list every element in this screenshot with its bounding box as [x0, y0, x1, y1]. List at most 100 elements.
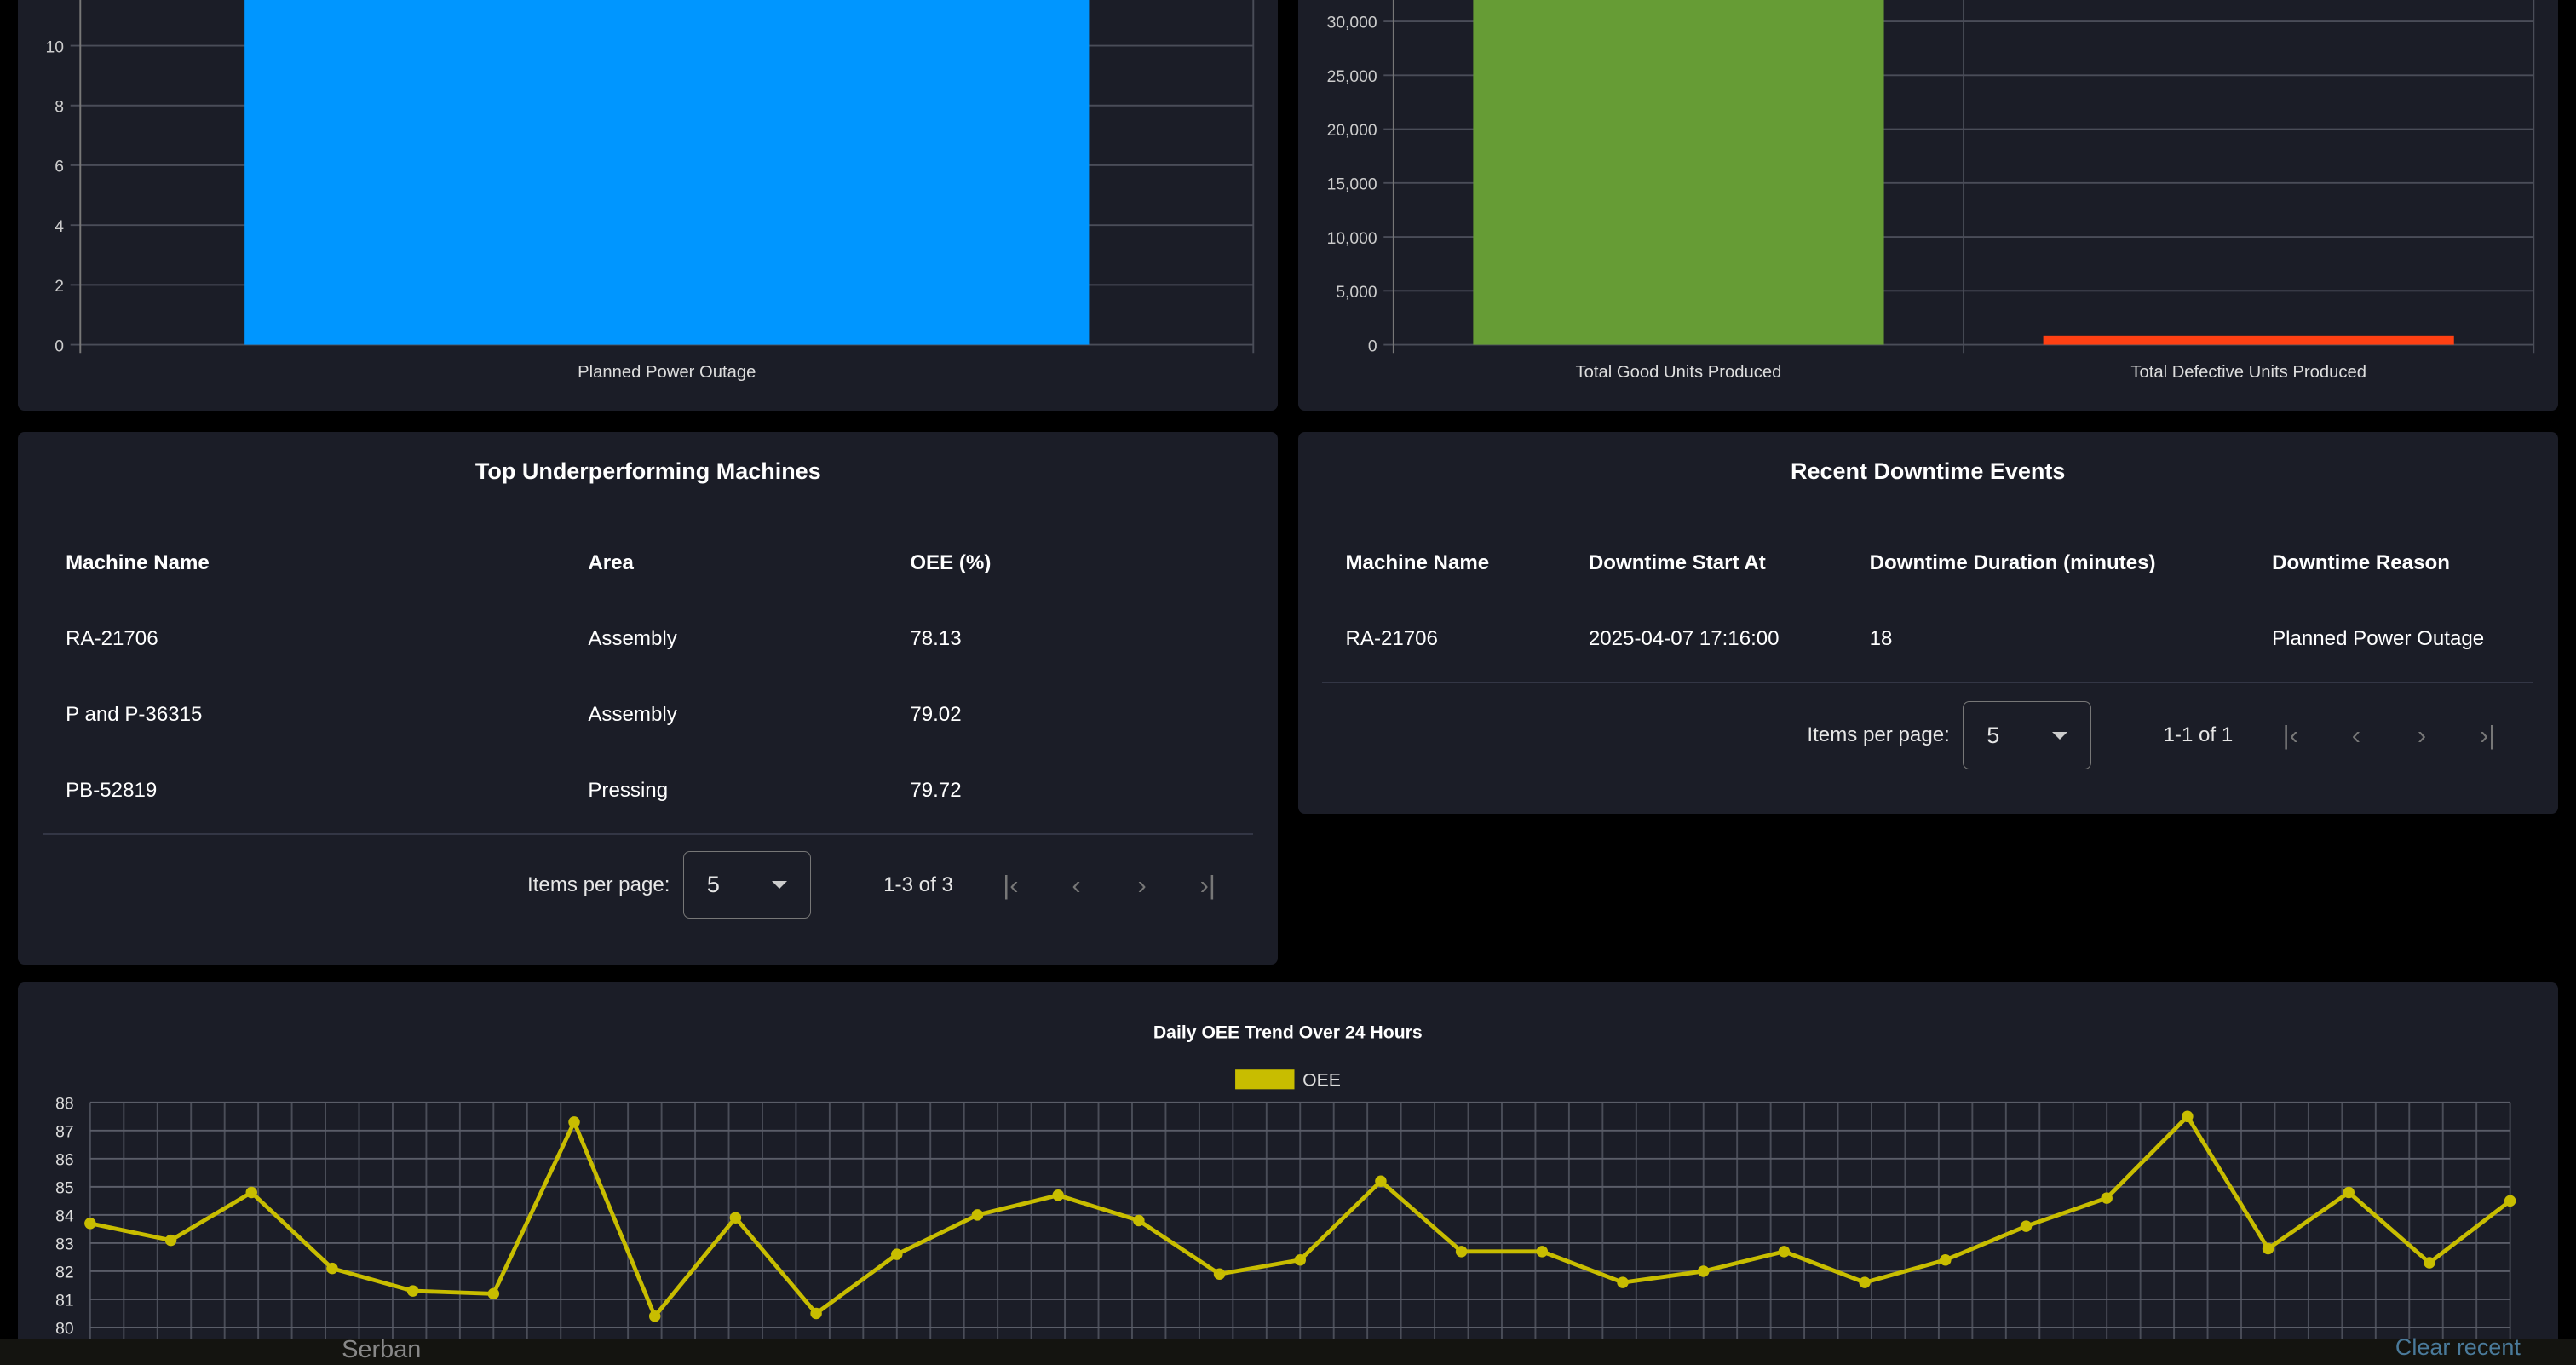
dropdown-caret-icon — [772, 881, 788, 889]
clear-recent-link[interactable]: Clear recent — [2395, 1334, 2521, 1360]
data-point-5 — [487, 1287, 500, 1300]
items-per-page-select[interactable]: 5 — [1963, 701, 2091, 769]
y-tick-label: 88 — [55, 1096, 73, 1114]
y-tick-label: 10 — [46, 39, 64, 57]
bar-0 — [244, 0, 1090, 346]
chart-title: Daily OEE Trend Over 24 Hours — [1153, 1023, 1423, 1043]
select-value: 5 — [706, 872, 720, 898]
y-tick-label: 0 — [1367, 338, 1377, 356]
data-point-29 — [2424, 1257, 2435, 1270]
last-page-icon[interactable]: ›| — [1199, 869, 1216, 900]
data-point-10 — [891, 1248, 903, 1261]
table-row: P and P-36315 Assembly 79.02 — [43, 677, 1253, 753]
table-row: RA-21706 Assembly 78.13 — [43, 602, 1253, 677]
data-point-11 — [971, 1209, 984, 1221]
bar-1 — [2043, 336, 2454, 346]
data-point-21 — [1778, 1246, 1791, 1258]
column-header[interactable]: Downtime Duration (minutes) — [1869, 551, 2156, 575]
previous-page-icon[interactable]: ‹ — [2351, 720, 2360, 751]
next-page-icon[interactable]: › — [2417, 720, 2427, 751]
data-point-16 — [1375, 1175, 1387, 1188]
data-point-17 — [1456, 1246, 1468, 1258]
y-tick-label: 85 — [55, 1180, 73, 1198]
divider — [1322, 682, 2533, 684]
cell: 2025-04-07 17:16:00 — [1588, 627, 1780, 651]
card-title: Top Underperforming Machines — [474, 458, 821, 485]
underperforming-machines-card: Top Underperforming Machines Machine Nam… — [18, 432, 1279, 965]
data-point-27 — [2263, 1243, 2274, 1255]
first-page-icon[interactable]: |‹ — [2282, 720, 2298, 751]
column-header[interactable]: Machine Name — [66, 551, 210, 575]
data-point-7 — [649, 1310, 661, 1322]
data-point-20 — [1698, 1265, 1710, 1277]
data-point-8 — [729, 1212, 742, 1224]
downtime-events-card: Recent Downtime Events Machine Name Down… — [1297, 432, 2558, 814]
column-header[interactable]: Area — [588, 551, 634, 575]
y-tick-label: 15,000 — [1326, 176, 1377, 194]
data-point-18 — [1536, 1246, 1549, 1258]
y-tick-label: 81 — [55, 1293, 73, 1310]
taskbar-user[interactable]: Serban — [342, 1335, 422, 1363]
oee-trend-card: Daily OEE Trend Over 24 Hours OEE 80 81 82… — [18, 982, 2558, 1365]
cell: 79.02 — [910, 702, 962, 726]
paginator: Items per page: 5 1-1 of 1 |‹ ‹ › ›| — [1807, 701, 2498, 769]
cell: Planned Power Outage — [2272, 627, 2485, 651]
legend-swatch[interactable] — [1235, 1069, 1295, 1090]
y-tick-label: 25,000 — [1326, 68, 1377, 86]
data-point-13 — [1133, 1215, 1145, 1227]
column-header[interactable]: Machine Name — [1345, 551, 1490, 575]
items-per-page-select[interactable]: 5 — [682, 850, 812, 919]
column-header[interactable]: Downtime Start At — [1588, 551, 1766, 575]
last-page-icon[interactable]: ›| — [2479, 720, 2496, 751]
y-tick-label: 6 — [55, 158, 64, 176]
cell: RA-21706 — [1345, 627, 1438, 651]
cell: P and P-36315 — [66, 702, 203, 726]
data-point-28 — [2343, 1187, 2355, 1199]
y-tick-label: 20,000 — [1326, 123, 1377, 141]
data-point-14 — [1214, 1268, 1226, 1281]
column-header[interactable]: Downtime Reason — [2272, 551, 2450, 575]
dropdown-caret-icon — [2051, 731, 2067, 740]
taskbar: Serban Clear recent — [0, 1334, 2576, 1365]
divider — [43, 832, 1254, 835]
card-title: Recent Downtime Events — [1790, 458, 2066, 485]
y-tick-label: 10,000 — [1326, 230, 1377, 248]
y-tick-label: 4 — [55, 218, 64, 236]
oee-trend-chart: Daily OEE Trend Over 24 Hours OEE 80 81 82… — [55, 1023, 2516, 1365]
data-point-9 — [810, 1308, 823, 1320]
first-page-icon[interactable]: |‹ — [1003, 869, 1019, 900]
units-produced-chart: 0 5,000 10,000 15,000 20,000 25,000 30,000 Tota… — [1326, 0, 2534, 383]
items-per-page-label: Items per page: — [527, 873, 670, 896]
data-point-12 — [1052, 1189, 1065, 1201]
data-point-30 — [2504, 1195, 2516, 1207]
cell: Pressing — [588, 778, 669, 802]
next-page-icon[interactable]: › — [1137, 869, 1147, 900]
downtime-events-table: Machine Name Downtime Start At Downtime … — [1322, 526, 2533, 677]
page-range: 1-3 of 3 — [883, 873, 953, 896]
y-tick-label: 83 — [55, 1236, 73, 1254]
legend-label[interactable]: OEE — [1302, 1071, 1341, 1091]
data-point-24 — [2020, 1220, 2033, 1233]
cell: 79.72 — [910, 778, 962, 802]
page-range: 1-1 of 1 — [2163, 723, 2234, 747]
cell: PB-52819 — [66, 778, 158, 802]
y-tick-label: 0 — [55, 338, 64, 356]
column-header[interactable]: OEE (%) — [910, 551, 992, 575]
y-tick-label: 2 — [55, 279, 64, 297]
x-tick-label: Total Good Units Produced — [1575, 364, 1781, 383]
data-point-0 — [84, 1218, 96, 1230]
data-point-23 — [1940, 1254, 1952, 1266]
y-tick-label: 84 — [55, 1208, 74, 1226]
y-tick-label: 8 — [55, 99, 64, 117]
cell: Assembly — [588, 702, 677, 726]
items-per-page-label: Items per page: — [1807, 723, 1950, 747]
x-tick-label: Planned Power Outage — [578, 364, 756, 383]
table-row: PB-52819 Pressing 79.72 — [43, 752, 1253, 828]
previous-page-icon[interactable]: ‹ — [1072, 869, 1081, 900]
data-point-26 — [2182, 1110, 2194, 1123]
downtime-reason-chart-card: 0 2 4 6 8 10 Planned Power Outage — [18, 0, 1279, 412]
data-point-22 — [1859, 1276, 1872, 1289]
data-point-15 — [1294, 1254, 1307, 1266]
units-produced-chart-card: 0 5,000 10,000 15,000 20,000 25,000 30,000 Tota… — [1297, 0, 2558, 412]
